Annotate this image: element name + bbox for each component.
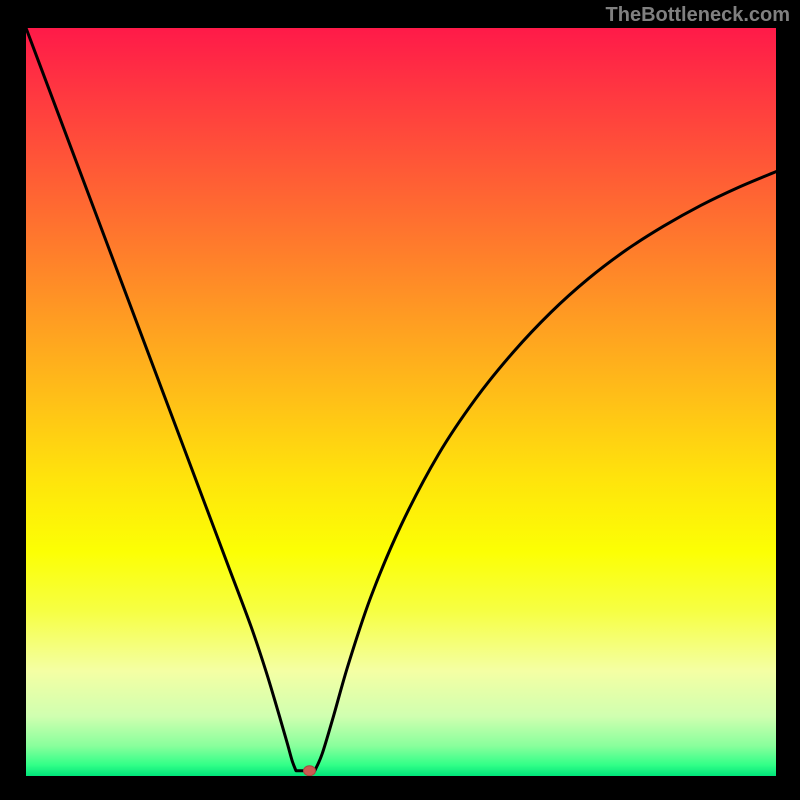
chart-container: { "watermark": { "text": "TheBottleneck.… (0, 0, 800, 800)
bottleneck-curve (26, 28, 776, 771)
min-marker (304, 766, 316, 776)
curve-layer (26, 28, 776, 776)
watermark-text: TheBottleneck.com (606, 4, 790, 27)
plot-area (26, 28, 776, 776)
